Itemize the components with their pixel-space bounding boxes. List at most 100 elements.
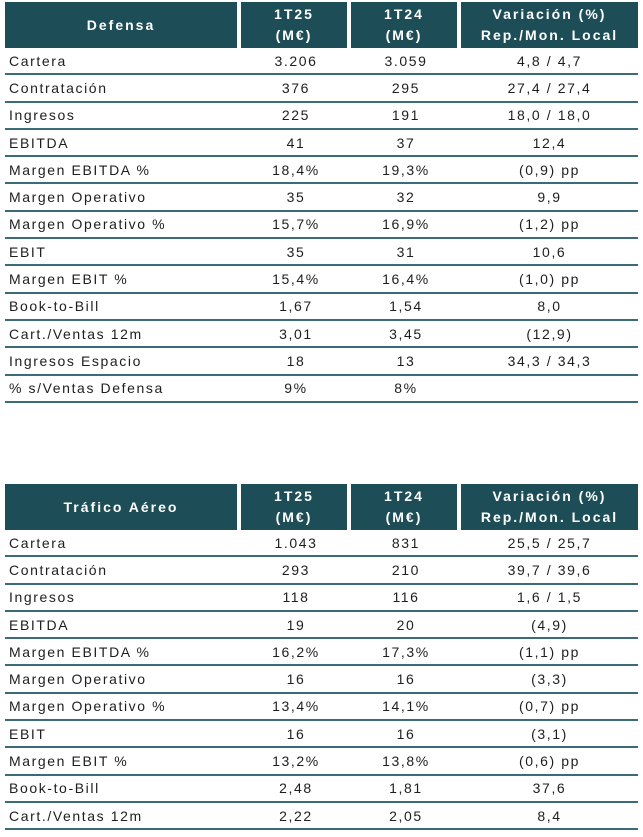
value-1t25: 16 [286,671,306,688]
value-1t25: 118 [282,589,310,606]
value-1t24: 16,4% [382,271,430,288]
value-1t25: 2,22 [279,807,313,824]
row-label: Margen EBITDA % [9,161,151,178]
row-label: Ingresos Espacio [9,352,142,369]
defensa-table: Defensa 1T25 (M€) 1T24 (M€) Variación (%) R… [5,2,638,403]
value-1t25: 35 [286,189,306,206]
header-variation-label: Variación (%) [492,6,607,22]
header-period-label: 1T24 [384,488,424,504]
row-label: Ingresos [9,107,76,124]
value-variation: 34,3 / 34,3 [507,352,592,369]
value-1t25: 18,4% [272,161,320,178]
value-1t25: 3.206 [274,52,318,69]
value-1t24: 1,54 [389,298,423,315]
table-row: EBITDA 41 37 12,4 [5,130,638,158]
row-label: Cart./Ventas 12m [9,807,143,824]
value-1t25: 13,2% [272,753,320,770]
value-1t25: 41 [286,134,306,151]
value-1t25: 18 [286,352,306,369]
header-1t24: 1T24 (M€) [351,2,457,48]
header-1t24: 1T24 (M€) [351,484,457,530]
value-1t25: 3,01 [279,325,313,342]
table-row: Ingresos Espacio 18 13 34,3 / 34,3 [5,348,638,376]
header-unit-label: (M€) [275,509,313,525]
value-variation: (1,0) pp [518,271,581,288]
table-row: EBIT 35 31 10,6 [5,239,638,267]
value-1t25: 376 [281,79,311,96]
header-unit-label: (M€) [385,27,423,43]
table-row: % s/Ventas Defensa 9% 8% [5,376,638,403]
row-label: Ingresos [9,589,76,606]
table-body: Cartera 3.206 3.059 4,8 / 4,7 Contratación 37… [5,48,638,403]
table-row: Cartera 1.043 831 25,5 / 25,7 [5,530,638,558]
row-label: % s/Ventas Defensa [9,380,164,397]
table-row: Contratación 293 210 39,7 / 39,6 [5,557,638,585]
table-row: Margen Operativo % 13,4% 14,1% (0,7) pp [5,694,638,722]
value-1t24: 210 [391,561,421,578]
value-1t24: 31 [396,243,416,260]
value-1t24: 2,05 [389,807,423,824]
table-row: Margen EBIT % 15,4% 16,4% (1,0) pp [5,266,638,294]
row-label: Margen EBIT % [9,271,129,288]
value-1t24: 37 [396,134,416,151]
value-1t25: 13,4% [272,698,320,715]
value-variation: 8,0 [537,298,562,315]
value-1t24: 14,1% [382,698,430,715]
table-row: Margen EBIT % 13,2% 13,8% (0,6) pp [5,748,638,776]
header-variation: Variación (%) Rep./Mon. Local [461,484,638,530]
table-row: Margen EBITDA % 18,4% 19,3% (0,9) pp [5,157,638,185]
table-row: Margen Operativo 35 32 9,9 [5,184,638,212]
row-label: Cartera [9,52,67,69]
value-variation: 4,8 / 4,7 [517,52,582,69]
value-1t24: 295 [391,79,421,96]
table-header: Defensa 1T25 (M€) 1T24 (M€) Variación (%) R… [5,2,638,48]
table-row: Margen Operativo 16 16 (3,3) [5,666,638,694]
value-variation: 18,0 / 18,0 [507,107,592,124]
row-label: EBITDA [9,616,70,633]
value-1t24: 13,8% [382,753,430,770]
trafico-aereo-table: Tráfico Aéreo 1T25 (M€) 1T24 (M€) Variació… [5,484,638,831]
header-1t25: 1T25 (M€) [241,484,347,530]
header-variation: Variación (%) Rep./Mon. Local [461,2,638,48]
row-label: Book-to-Bill [9,780,100,797]
value-1t24: 16 [396,725,416,742]
value-1t25: 2,48 [279,780,313,797]
value-1t24: 116 [392,589,420,606]
row-label: Margen Operativo [9,671,147,688]
row-label: Cartera [9,534,67,551]
value-variation: (3,1) [531,725,568,742]
value-1t24: 831 [391,534,421,551]
value-1t24: 17,3% [382,643,430,660]
value-1t25: 1,67 [279,298,313,315]
value-1t24: 19,3% [382,161,430,178]
header-unit-label: (M€) [385,509,423,525]
row-label: EBIT [9,243,47,260]
value-1t24: 1,81 [389,780,423,797]
value-variation: (4,9) [531,616,568,633]
header-segment-label: Tráfico Aéreo [63,498,179,515]
value-variation: 12,4 [532,134,567,151]
header-period-label: 1T25 [274,488,314,504]
value-variation: (0,6) pp [518,753,581,770]
value-1t24: 32 [396,189,416,206]
value-variation: (1,1) pp [518,643,581,660]
header-period-label: 1T24 [384,6,424,22]
row-label: Contratación [9,561,108,578]
value-1t25: 1.043 [274,534,318,551]
value-1t24: 16,9% [382,216,430,233]
value-1t25: 19 [286,616,306,633]
table-header: Tráfico Aéreo 1T25 (M€) 1T24 (M€) Variació… [5,484,638,530]
value-1t24: 16 [396,671,416,688]
table-row: Contratación 376 295 27,4 / 27,4 [5,75,638,103]
value-variation: 9,9 [537,189,562,206]
value-1t24: 191 [391,107,421,124]
value-1t24: 3.059 [384,52,428,69]
value-1t24: 20 [396,616,416,633]
value-variation: 10,6 [532,243,567,260]
table-row: Margen Operativo % 15,7% 16,9% (1,2) pp [5,212,638,240]
table-row: EBIT 16 16 (3,1) [5,721,638,749]
table-row: Ingresos 225 191 18,0 / 18,0 [5,103,638,130]
value-1t24: 8% [394,380,418,397]
value-1t25: 35 [286,243,306,260]
row-label: Margen Operativo % [9,698,167,715]
